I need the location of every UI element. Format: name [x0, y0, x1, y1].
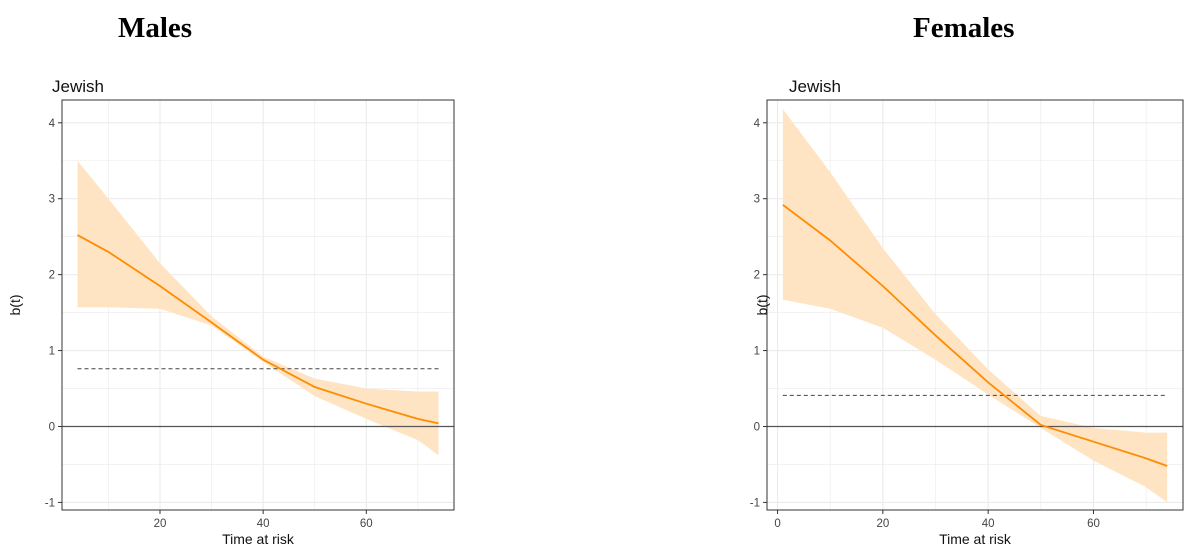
x-tick-label: 60 — [360, 518, 373, 530]
y-tick-label: 4 — [754, 118, 761, 130]
y-axis-label: b(t) — [7, 295, 23, 316]
x-tick-label: 40 — [257, 518, 270, 530]
plot-border — [766, 99, 1184, 511]
chart-panel-males: -1 0 1 2 3 4 20 40 60 Jewish Time at risk b(t) — [7, 77, 455, 547]
y-axis-label: b(t) — [754, 295, 770, 316]
y-tick-label: 2 — [49, 270, 55, 282]
x-axis-label: Time at risk — [939, 531, 1012, 547]
estimate-line — [782, 204, 1168, 467]
confidence-band — [77, 160, 439, 456]
y-tick-label: 4 — [49, 118, 56, 130]
x-tick-label: 0 — [774, 518, 780, 530]
y-tick-label: 1 — [754, 346, 760, 358]
y-tick-label: 0 — [49, 421, 55, 433]
y-tick-label: 3 — [49, 194, 55, 206]
estimate-line — [77, 234, 439, 425]
x-tick-label: 20 — [154, 518, 167, 530]
y-tick-label: 0 — [754, 421, 760, 433]
x-tick-label: 60 — [1087, 518, 1100, 530]
males-header: Males — [118, 12, 193, 44]
panel-title: Jewish — [789, 77, 841, 96]
x-axis-label: Time at risk — [222, 531, 295, 547]
y-tick-label: 1 — [49, 346, 55, 358]
y-tick-label: 3 — [754, 194, 760, 206]
y-tick-label: -1 — [45, 497, 55, 509]
y-tick-label: 2 — [754, 270, 760, 282]
plot-border — [61, 99, 455, 511]
females-header: Females — [913, 12, 1015, 44]
confidence-band — [782, 109, 1168, 503]
x-tick-label: 40 — [982, 518, 995, 530]
x-tick-label: 20 — [876, 518, 889, 530]
panel-title: Jewish — [52, 77, 104, 96]
y-tick-label: -1 — [750, 497, 760, 509]
